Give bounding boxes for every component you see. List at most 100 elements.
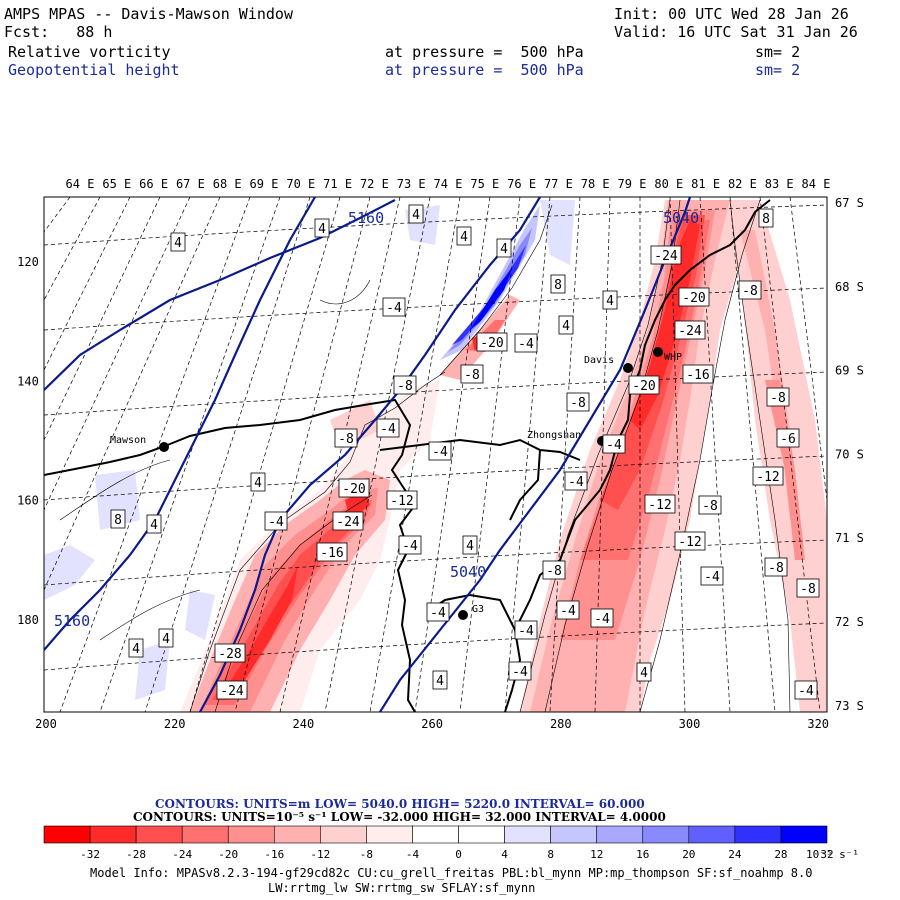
svg-text:-8: -8 [464, 368, 480, 383]
grid-y-label: 160 [17, 494, 39, 508]
svg-text:-20: -20 [480, 336, 503, 351]
vorticity-label: -4 [590, 608, 614, 628]
color-bar-segment [273, 825, 321, 844]
svg-text:-12: -12 [756, 470, 779, 485]
longitude-label: 79 E [618, 177, 647, 191]
svg-text:8: 8 [554, 278, 562, 293]
grid-x-label: 240 [293, 717, 315, 731]
svg-text:-4: -4 [798, 684, 814, 699]
svg-text:-8: -8 [397, 379, 413, 394]
vorticity-label: -16 [682, 364, 714, 384]
color-bar-segment [366, 825, 413, 844]
vorticity-label: -4 [398, 535, 422, 555]
field2-name: Geopotential height [8, 61, 180, 79]
latitude-label: 68 S [835, 280, 864, 294]
grid-x-label: 220 [164, 717, 186, 731]
longitude-label: 69 E [250, 177, 279, 191]
color-bar-segment [43, 825, 91, 844]
mawson-station-marker [159, 442, 169, 452]
longitude-label: 82 E [728, 177, 757, 191]
height-contour-legend: CONTOURS: UNITS=m LOW= 5040.0 HIGH= 5220… [155, 797, 645, 811]
svg-text:-4: -4 [430, 606, 446, 621]
svg-text:-4: -4 [594, 612, 610, 627]
longitude-label: 76 E [507, 177, 536, 191]
height-label: 5160 [348, 209, 384, 227]
longitude-label: 71 E [323, 177, 352, 191]
vorticity-label: -4 [602, 434, 626, 454]
vorticity-label: 8 [758, 208, 774, 228]
grid-x-label: 200 [35, 717, 57, 731]
vorticity-label: -20 [678, 287, 710, 307]
svg-text:-24: -24 [336, 515, 360, 530]
vorticity-label: -4 [376, 418, 400, 438]
svg-text:-4: -4 [704, 570, 720, 585]
vorticity-label: -4 [564, 471, 588, 491]
svg-text:-8: -8 [770, 391, 786, 406]
color-bar-segment [688, 825, 736, 844]
vorticity-label: -24 [216, 680, 248, 700]
svg-text:-8: -8 [800, 582, 816, 597]
vorticity-label: -24 [650, 245, 682, 265]
vorticity-label: -12 [752, 466, 784, 486]
longitude-label: 67 E [176, 177, 205, 191]
g3-station-marker [458, 610, 468, 620]
model-info: Model Info: MPASv8.2.3-194-gf29cd82c CU:… [90, 866, 812, 880]
svg-text:-4: -4 [518, 337, 534, 352]
vorticity-label: -8 [698, 495, 722, 515]
color-bar-tick: 4 [501, 848, 508, 861]
latitude-label: 73 S [835, 699, 864, 713]
plot-title: AMPS MPAS -- Davis-Mawson Window [4, 5, 293, 23]
svg-text:-8: -8 [742, 284, 758, 299]
svg-text:-24: -24 [654, 249, 678, 264]
color-bar-tick: 28 [774, 848, 787, 861]
station-label-davis: Davis [584, 355, 614, 366]
vorticity-label: -4 [514, 620, 538, 640]
svg-text:-28: -28 [218, 647, 241, 662]
longitude-label: 83 E [765, 177, 794, 191]
svg-text:-4: -4 [432, 445, 448, 460]
whp-station-marker [653, 347, 663, 357]
svg-text:-16: -16 [686, 368, 709, 383]
svg-text:4: 4 [174, 236, 182, 251]
svg-text:-4: -4 [402, 539, 418, 554]
field2-level: at pressure = 500 hPa [385, 61, 584, 79]
svg-text:-12: -12 [390, 494, 413, 509]
grid-x-label: 300 [679, 717, 701, 731]
longitude-label: 66 E [139, 177, 168, 191]
svg-text:-4: -4 [560, 604, 576, 619]
longitude-label: 81 E [691, 177, 720, 191]
svg-text:-20: -20 [632, 379, 655, 394]
svg-text:-8: -8 [546, 564, 562, 579]
grid-x-label: 320 [807, 717, 829, 731]
longitude-label: 77 E [544, 177, 573, 191]
vorticity-contour-legend: CONTOURS: UNITS=10⁻⁵ s⁻¹ LOW= -32.000 HI… [133, 810, 666, 824]
color-bar-segment [504, 825, 551, 844]
valid-time: Valid: 16 UTC Sat 31 Jan 26 [614, 23, 858, 41]
color-bar-segment [181, 825, 229, 844]
svg-text:-4: -4 [568, 475, 584, 490]
left-grid-labels: 120 140 160 180 [17, 255, 39, 627]
color-bar-tick: -20 [218, 848, 238, 861]
longitude-label: 65 E [102, 177, 131, 191]
svg-text:-12: -12 [678, 535, 701, 550]
svg-text:4: 4 [162, 632, 170, 647]
color-bar [43, 825, 828, 844]
vorticity-label: -4 [264, 511, 288, 531]
field1-smoothing: sm= 2 [755, 43, 801, 61]
color-bar-tick: 12 [590, 848, 603, 861]
svg-text:4: 4 [318, 222, 326, 237]
init-time: Init: 00 UTC Wed 28 Jan 26 [614, 5, 849, 23]
grid-x-label: 260 [421, 717, 443, 731]
svg-text:-4: -4 [268, 515, 284, 530]
color-bar-tick: 0 [455, 848, 462, 861]
svg-text:-8: -8 [702, 499, 718, 514]
svg-text:-20: -20 [342, 482, 365, 497]
longitude-label: 72 E [360, 177, 389, 191]
top-longitude-labels: 64 E 65 E 66 E 67 E 68 E 69 E 70 E 71 E 72 E 73 E… [66, 177, 831, 191]
bottom-grid-labels: 200 220 240 260 280 300 320 [35, 717, 829, 731]
color-bar-tick: 8 [547, 848, 554, 861]
davis-station-marker [623, 363, 633, 373]
latitude-label: 71 S [835, 531, 864, 545]
vorticity-label: -6 [776, 428, 800, 448]
svg-text:-24: -24 [220, 684, 244, 699]
